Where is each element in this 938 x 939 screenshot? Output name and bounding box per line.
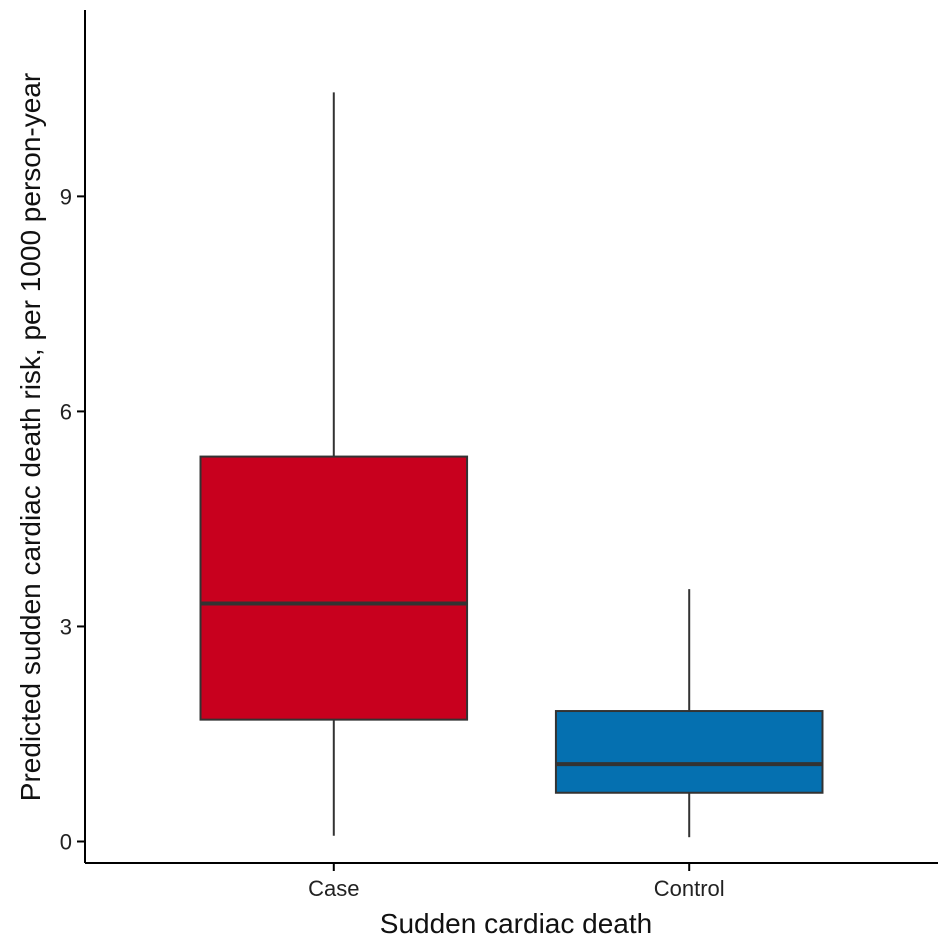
plot-area	[199, 92, 824, 838]
y-tick-label: 6	[60, 399, 72, 424]
y-axis-title: Predicted sudden cardiac death risk, per…	[15, 73, 46, 801]
tick-marks-and-labels: Case Control 0 3 6 9	[60, 184, 725, 901]
y-tick-label: 3	[60, 614, 72, 639]
box-iqr	[554, 710, 824, 794]
x-tick-label: Control	[654, 876, 725, 901]
box-iqr	[199, 455, 469, 721]
box-case	[199, 92, 469, 836]
y-tick-label: 0	[60, 829, 72, 854]
axes	[84, 10, 938, 864]
y-tick-label: 9	[60, 184, 72, 209]
box-control	[554, 589, 824, 838]
x-axis-title: Sudden cardiac death	[380, 908, 652, 939]
x-tick-label: Case	[308, 876, 359, 901]
